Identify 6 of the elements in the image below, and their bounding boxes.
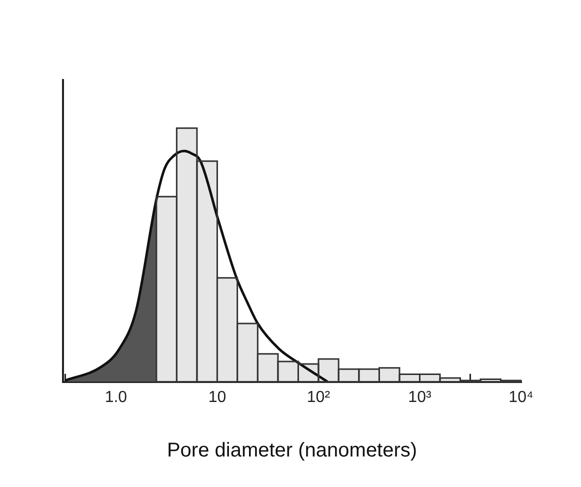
x-tick-label: 10³ [408,388,432,406]
x-axis-title: Pore diameter (nanometers) [166,440,418,462]
x-tick-label: 1.0 [104,388,128,406]
x-tick-label: 10² [306,388,331,406]
x-tick-label: 10⁴ [508,388,534,406]
x-tick-label: 10 [208,388,226,406]
